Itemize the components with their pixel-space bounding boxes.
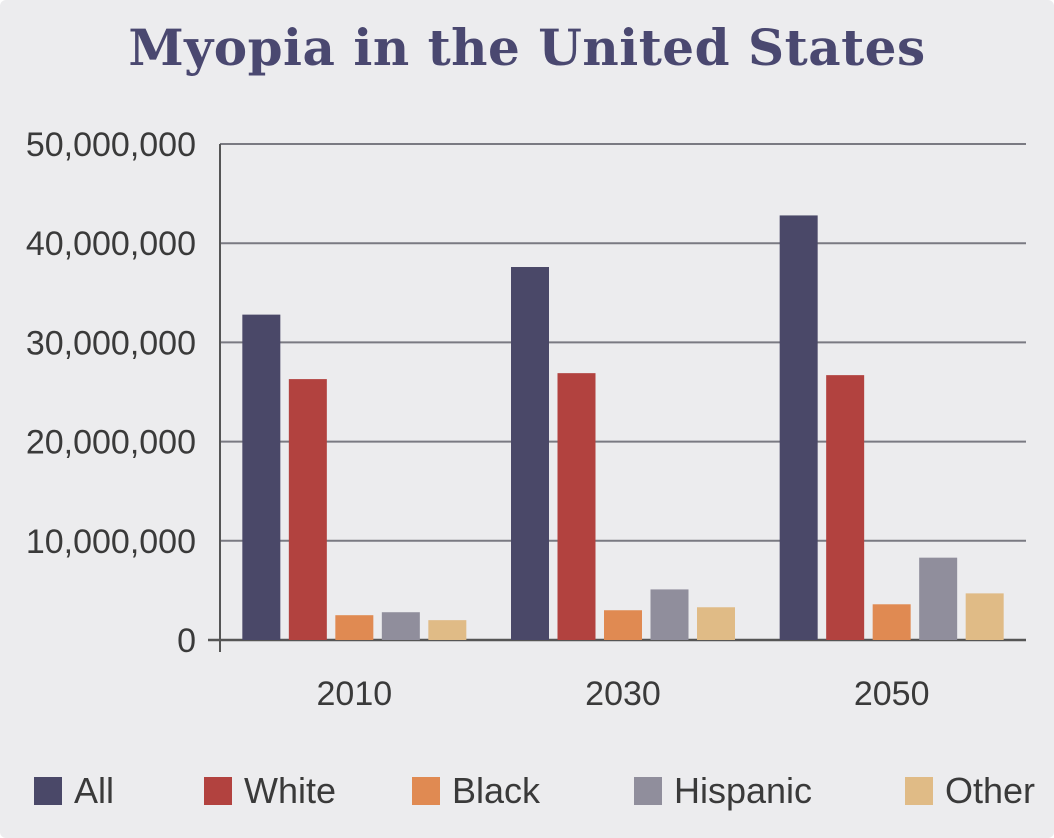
legend-label: Black <box>452 770 541 811</box>
x-tick-label: 2010 <box>317 675 393 713</box>
chart-title: Myopia in the United States <box>128 18 926 77</box>
legend-swatch <box>905 777 933 805</box>
bar-hispanic-2030 <box>650 589 689 640</box>
legend-swatch <box>634 777 662 805</box>
legend-swatch <box>34 777 62 805</box>
legend-swatch <box>204 777 232 805</box>
bar-other-2010 <box>428 620 467 640</box>
y-tick-label: 50,000,000 <box>26 126 196 164</box>
y-tick-label: 30,000,000 <box>26 324 196 362</box>
legend-item-other: Other <box>905 770 1035 812</box>
bar-all-2030 <box>511 267 549 640</box>
y-tick-label: 0 <box>177 622 196 660</box>
bar-hispanic-2010 <box>381 612 420 640</box>
y-tick-label: 20,000,000 <box>26 424 196 462</box>
legend-item-black: Black <box>412 770 540 812</box>
bar-other-2030 <box>697 607 735 640</box>
y-tick-label: 40,000,000 <box>26 225 196 263</box>
bar-white-2050 <box>826 375 865 640</box>
legend-item-hispanic: Hispanic <box>634 770 812 812</box>
bar-all-2050 <box>779 215 818 640</box>
legend-label: Hispanic <box>674 770 813 811</box>
legend-label: All <box>74 770 115 811</box>
bar-all-2010 <box>242 314 281 640</box>
y-tick-label: 10,000,000 <box>26 523 196 561</box>
legend-item-white: White <box>204 770 336 812</box>
legend-item-all: All <box>34 770 114 812</box>
bar-other-2050 <box>965 593 1004 640</box>
x-tick-label: 2030 <box>585 675 661 713</box>
legend: All White Black Hispanic Other <box>0 758 1054 828</box>
bar-black-2030 <box>604 610 642 640</box>
legend-label: Other <box>945 770 1036 811</box>
legend-label: White <box>244 770 337 811</box>
bar-black-2010 <box>335 615 374 640</box>
bar-black-2050 <box>872 604 911 640</box>
bar-chart-plot: 0 10,000,000 20,000,000 30,000,000 40,000,00… <box>26 126 1026 713</box>
bar-white-2010 <box>288 379 327 640</box>
bar-white-2030 <box>557 373 596 640</box>
legend-swatch <box>412 777 440 805</box>
bar-hispanic-2050 <box>919 557 958 640</box>
x-tick-label: 2050 <box>854 675 930 713</box>
